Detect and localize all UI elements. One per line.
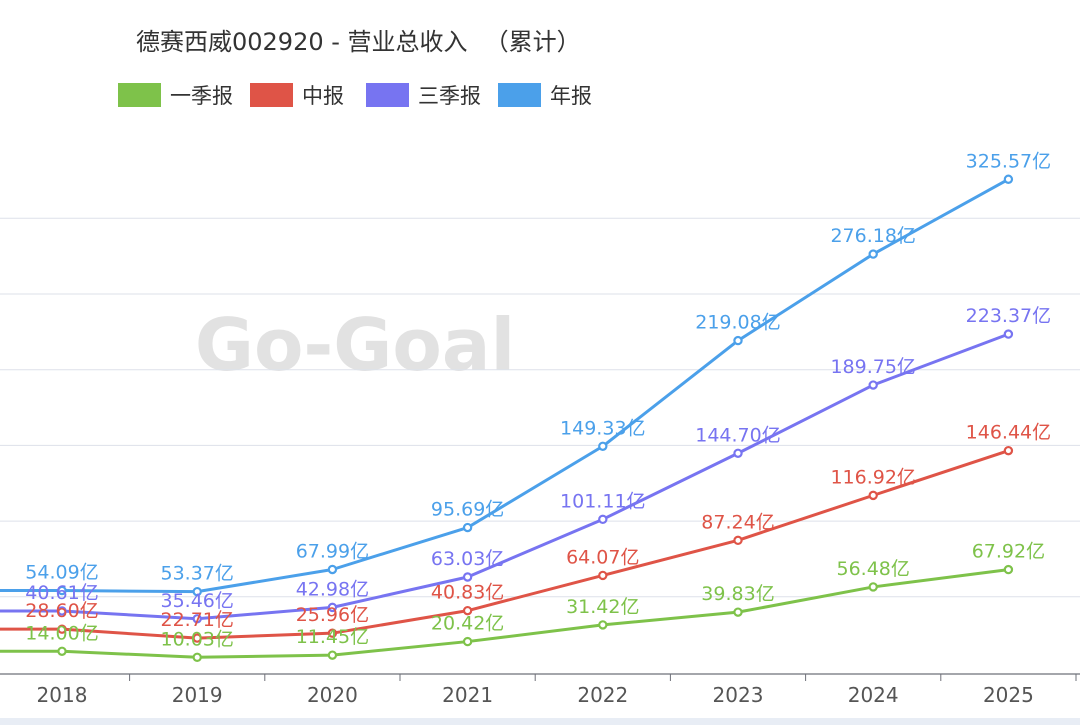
data-label: 54.09亿 [25, 562, 98, 584]
data-label: 223.37亿 [966, 305, 1051, 327]
data-point[interactable] [462, 605, 473, 616]
data-point[interactable] [598, 441, 608, 451]
data-labels-group: 14.00亿 10.03亿 11.45亿 20.42亿 31.42亿 39.83亿 56.4… [25, 150, 1051, 650]
data-point[interactable] [57, 624, 67, 634]
data-point[interactable] [192, 586, 202, 597]
data-point[interactable] [462, 522, 473, 533]
data-label: 22.71亿 [160, 609, 233, 631]
data-point[interactable] [1003, 174, 1014, 184]
data-label: 116.92亿 [830, 466, 915, 488]
data-point[interactable] [1003, 564, 1014, 575]
data-label: 11.45亿 [296, 626, 369, 648]
data-point[interactable] [462, 636, 473, 647]
data-label: 10.03亿 [160, 628, 233, 650]
data-label: 53.37亿 [160, 563, 233, 585]
x-tick-label: 2018 [37, 683, 88, 707]
data-point[interactable] [57, 646, 67, 656]
data-label: 64.07亿 [566, 546, 639, 568]
legend-label-3: 年报 [550, 84, 592, 108]
data-label: 189.75亿 [830, 356, 915, 378]
data-label: 67.99亿 [296, 540, 369, 562]
data-label: 35.46亿 [160, 590, 233, 612]
data-label: 219.08亿 [695, 312, 780, 334]
data-label: 63.03亿 [431, 548, 504, 570]
data-point[interactable] [598, 620, 608, 630]
legend-label-1: 中报 [302, 84, 344, 108]
grid-lines [0, 217, 1080, 598]
bottom-strip [0, 718, 1080, 725]
data-point[interactable] [462, 572, 473, 582]
data-point[interactable] [868, 490, 878, 501]
data-label: 101.11亿 [560, 490, 645, 512]
data-point[interactable] [733, 335, 743, 346]
x-tick-label: 2020 [307, 683, 358, 707]
legend-label-0: 一季报 [170, 84, 233, 108]
data-label: 146.44亿 [966, 422, 1051, 444]
data-point[interactable] [327, 564, 338, 575]
x-tick-label: 2021 [442, 683, 493, 707]
legend-swatch-0 [118, 83, 161, 107]
x-tick-label: 2022 [577, 683, 628, 707]
data-label: 149.33亿 [560, 417, 645, 439]
data-label: 276.18亿 [830, 225, 915, 247]
data-label: 144.70亿 [695, 424, 780, 446]
legend-swatch-2 [366, 83, 409, 107]
data-label: 14.00亿 [25, 622, 98, 644]
data-label: 325.57亿 [966, 150, 1051, 172]
data-label: 40.61亿 [25, 582, 98, 604]
data-point[interactable] [598, 570, 608, 581]
data-label: 28.60亿 [25, 600, 98, 622]
data-point[interactable] [57, 585, 67, 596]
chart-title-group: 德赛西威002920 - 营业总收入 （累计） [136, 28, 581, 56]
data-point[interactable] [868, 249, 878, 259]
chart-title: 德赛西威002920 - 营业总收入 [136, 28, 468, 56]
chart-legend: 一季报 中报 三季报 年报 [118, 83, 592, 108]
data-label: 31.42亿 [566, 596, 639, 618]
data-label: 39.83亿 [701, 583, 774, 605]
chart-title-suffix: （累计） [485, 28, 581, 56]
x-axis: 2018 2019 2020 2021 2022 2023 2024 2025 [0, 673, 1080, 707]
x-tick-label: 2025 [983, 683, 1034, 707]
data-point[interactable] [868, 380, 878, 390]
data-point[interactable] [327, 628, 338, 638]
x-tick-label: 2023 [713, 683, 764, 707]
data-point[interactable] [733, 448, 743, 458]
x-tick-label: 2019 [172, 683, 223, 707]
data-label: 25.96亿 [296, 604, 369, 626]
watermark-text: Go-Goal [195, 303, 515, 387]
data-point[interactable] [192, 614, 202, 624]
data-point[interactable] [1003, 329, 1014, 339]
data-point[interactable] [192, 633, 202, 643]
data-point[interactable] [327, 650, 338, 660]
data-label: 67.92亿 [972, 541, 1045, 563]
data-label: 20.42亿 [431, 613, 504, 635]
data-label: 87.24亿 [701, 511, 774, 533]
data-point[interactable] [733, 607, 743, 617]
series-group [0, 174, 1014, 663]
data-point[interactable] [192, 652, 202, 663]
data-label: 95.69亿 [431, 499, 504, 521]
data-point[interactable] [868, 582, 878, 592]
legend-label-2: 三季报 [418, 84, 481, 108]
data-label: 40.83亿 [431, 582, 504, 604]
data-point[interactable] [733, 535, 743, 546]
data-label: 42.98亿 [296, 578, 369, 600]
legend-swatch-3 [498, 83, 541, 107]
data-point[interactable] [1003, 445, 1014, 456]
data-point[interactable] [598, 514, 608, 525]
data-point[interactable] [327, 602, 338, 613]
data-point[interactable] [57, 606, 67, 616]
x-tick-label: 2024 [848, 683, 899, 707]
legend-swatch-1 [250, 83, 293, 107]
data-label: 56.48亿 [836, 558, 909, 580]
